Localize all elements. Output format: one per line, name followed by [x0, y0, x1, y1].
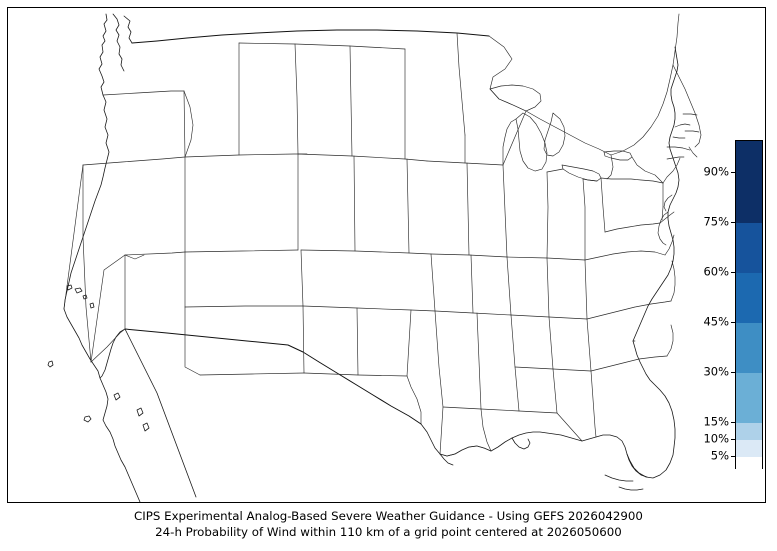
colorbar-band-45-60	[736, 323, 762, 373]
national-border-group	[124, 13, 680, 425]
colorbar-band-90-100	[736, 141, 762, 223]
gulf-atlantic-coast-group	[420, 46, 691, 491]
colorbar-band-5-10	[736, 457, 762, 470]
great-lakes-group	[489, 84, 633, 182]
map-axes[interactable]	[7, 7, 766, 503]
figure-caption: CIPS Experimental Analog-Based Severe We…	[0, 508, 777, 540]
colorbar-band-30-45	[736, 373, 762, 423]
colorbar-band-10-15	[736, 440, 762, 457]
us-map	[47, 13, 702, 502]
coastline-group	[47, 13, 197, 502]
colorbar-band-75-90	[736, 223, 762, 273]
caption-line-1: CIPS Experimental Analog-Based Severe We…	[134, 509, 643, 523]
caption-line-2: 24-h Probability of Wind within 110 km o…	[155, 525, 622, 539]
state-boundaries-group	[63, 32, 702, 457]
colorbar-band-15-30	[736, 423, 762, 440]
colorbar-band-60-75	[736, 273, 762, 323]
probability-colorbar[interactable]	[735, 140, 763, 470]
